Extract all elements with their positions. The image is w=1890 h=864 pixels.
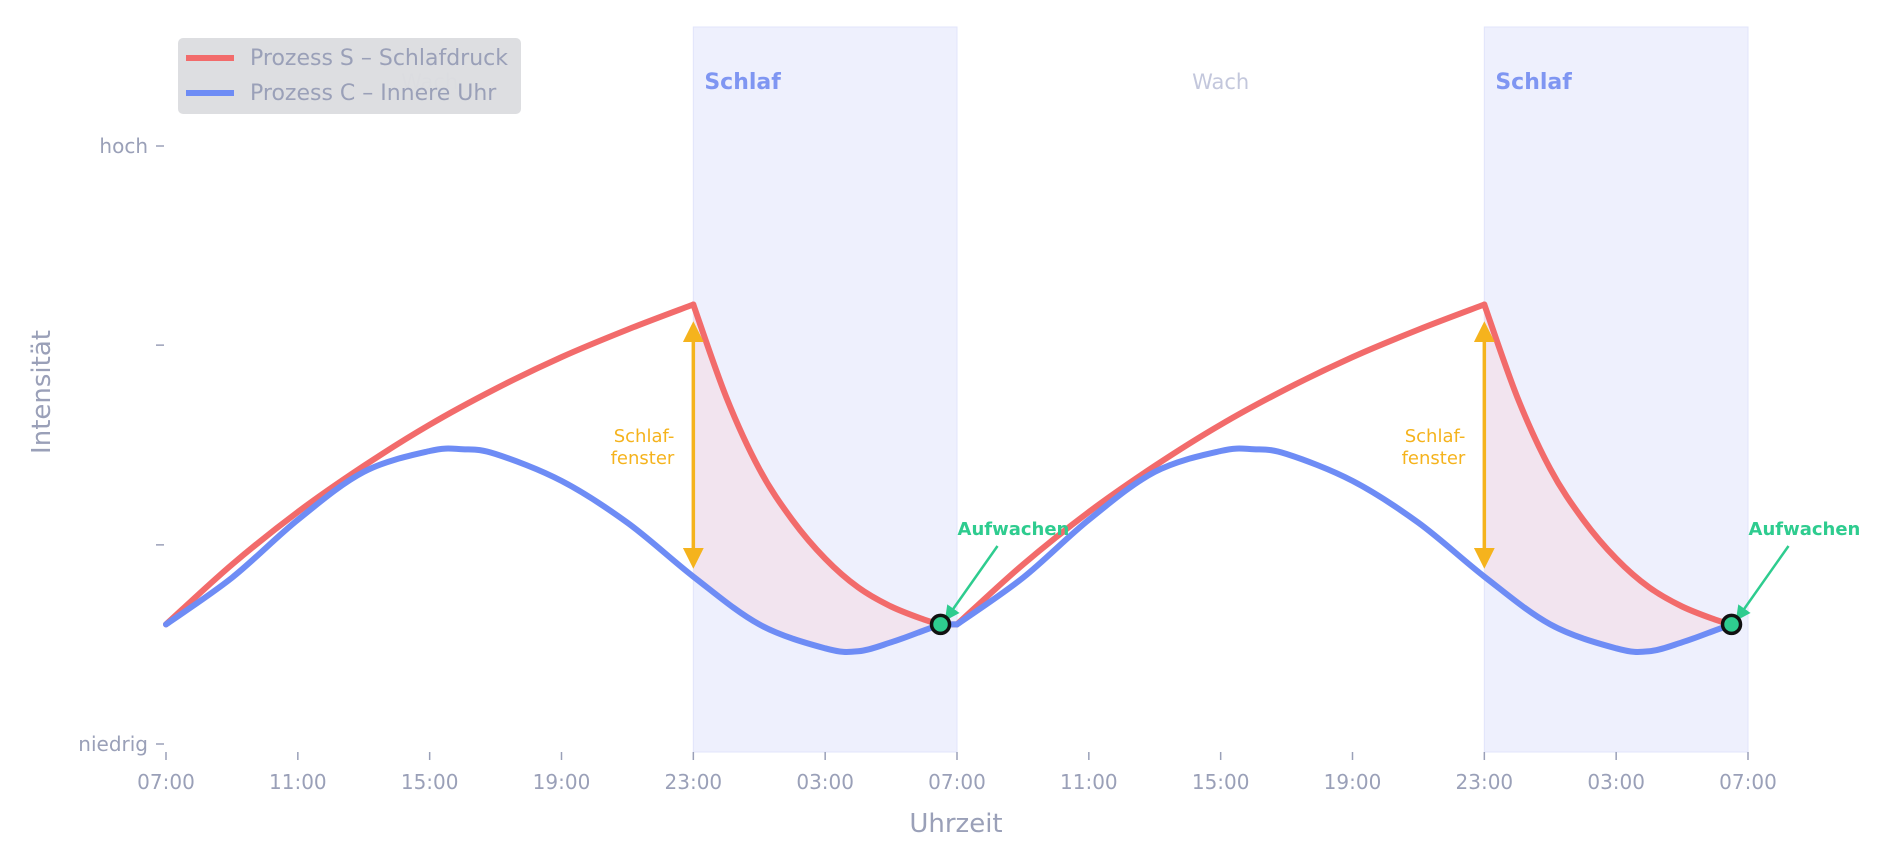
- series-0-segment-1: [690, 301, 944, 628]
- fill-between-0: [693, 304, 941, 652]
- legend: Prozess S – Schlafdruck Prozess C – Inner…: [178, 38, 521, 114]
- wake-label-3: Aufwachen: [1749, 519, 1861, 540]
- x-tick-label-3: 19:00: [533, 770, 591, 794]
- legend-box: [178, 38, 521, 114]
- x-tick-label-1: 11:00: [269, 770, 327, 794]
- x-tick-label-12: 07:00: [1719, 770, 1777, 794]
- series-lines: [163, 301, 1735, 655]
- phase-label-1: Schlaf: [704, 70, 781, 95]
- phase-label-2: Wach: [1192, 70, 1249, 94]
- x-tick-label-7: 11:00: [1060, 770, 1118, 794]
- y-tick-label-3: hoch: [99, 134, 148, 158]
- fill-between-area: [693, 304, 1732, 652]
- y-tick-label-0: niedrig: [78, 732, 148, 756]
- wake-arrow-2: [944, 545, 999, 621]
- wake-arrow-3: [1735, 545, 1790, 621]
- wake-point-2: [929, 613, 952, 636]
- x-tick-label-0: 07:00: [137, 770, 195, 794]
- fill-between-1: [1484, 304, 1732, 652]
- legend-label-1: Prozess C – Innere Uhr: [250, 81, 497, 106]
- axes: 07:00 11:00 15:00 19:00 23:00 03:00 07:00 11:00…: [27, 134, 1777, 839]
- x-tick-label-11: 03:00: [1587, 770, 1645, 794]
- x-tick-label-9: 19:00: [1324, 770, 1382, 794]
- series-0-segment-4: [1481, 301, 1735, 628]
- sleep-window-label-1: Schlaf-fenster: [1402, 426, 1466, 469]
- sleep-window-label-0: Schlaf-fenster: [611, 426, 675, 469]
- series-0-segment-0: [163, 301, 697, 628]
- series-1-segment-2: [954, 445, 1735, 655]
- x-tick-label-8: 15:00: [1192, 770, 1250, 794]
- wake-label-2: Aufwachen: [958, 519, 1070, 540]
- phase-labels: WachSchlafWachSchlaf: [401, 70, 1572, 95]
- x-tick-label-5: 03:00: [796, 770, 854, 794]
- y-axis-title: Intensität: [27, 330, 57, 454]
- series-1-segment-0: [163, 445, 944, 655]
- x-tick-label-10: 23:00: [1456, 770, 1514, 794]
- legend-label-0: Prozess S – Schlafdruck: [250, 46, 508, 71]
- x-tick-label-6: 07:00: [928, 770, 986, 794]
- series-0-segment-3: [954, 301, 1488, 628]
- annotations: Schlaf-fenster Schlaf-fenster Aufwachen Auf…: [611, 321, 1861, 636]
- x-tick-label-4: 23:00: [665, 770, 723, 794]
- x-tick-label-2: 15:00: [401, 770, 459, 794]
- phase-label-3: Schlaf: [1495, 70, 1572, 95]
- x-axis-title: Uhrzeit: [909, 809, 1002, 839]
- wake-point-3: [1720, 613, 1743, 636]
